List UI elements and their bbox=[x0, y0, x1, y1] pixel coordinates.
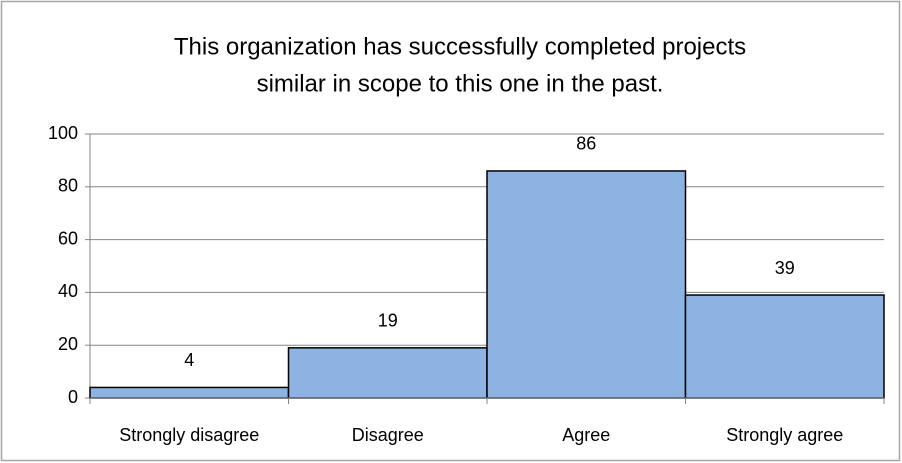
data-label: 86 bbox=[576, 134, 596, 154]
y-tick-label: 80 bbox=[58, 176, 78, 196]
bar bbox=[684, 294, 885, 399]
x-tick-label: Agree bbox=[562, 425, 610, 445]
bar bbox=[486, 170, 687, 399]
y-tick-label: 40 bbox=[58, 281, 78, 301]
chart-title: similar in scope to this one in the past… bbox=[257, 70, 664, 97]
data-label: 39 bbox=[775, 258, 795, 278]
y-tick-label: 100 bbox=[48, 123, 78, 143]
bar bbox=[287, 347, 488, 399]
x-tick-label: Disagree bbox=[352, 425, 424, 445]
x-tick-label: Strongly agree bbox=[726, 425, 843, 445]
bar bbox=[89, 386, 290, 399]
y-tick-label: 60 bbox=[58, 228, 78, 248]
data-label: 19 bbox=[378, 311, 398, 331]
y-tick-label: 20 bbox=[58, 334, 78, 354]
x-tick-label: Strongly disagree bbox=[119, 425, 259, 445]
chart-title: This organization has successfully compl… bbox=[174, 33, 746, 60]
y-tick-label: 0 bbox=[68, 387, 78, 407]
data-label: 4 bbox=[184, 350, 194, 370]
